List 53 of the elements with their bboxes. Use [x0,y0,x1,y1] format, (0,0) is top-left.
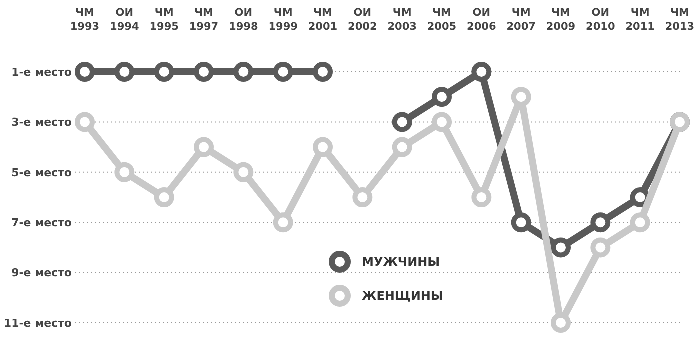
x-tick-label: ЧМ 1993 [70,7,100,33]
y-tick-label: 3-е место [12,116,72,130]
point [194,62,214,82]
point [75,62,95,82]
point [432,87,452,108]
point [630,188,650,208]
point [551,313,571,333]
point [273,62,294,82]
x-tick-label: ЧМ 2001 [308,7,338,33]
x-tick-label: ОИ 1994 [110,7,140,33]
point [511,212,532,233]
point [154,188,174,208]
point [392,137,412,158]
y-tick-label: 1-е место [12,66,72,79]
x-tick-label: ЧМ 2013 [665,7,695,33]
point [114,62,135,82]
y-tick-label: 7-е место [12,216,72,230]
y-tick-label: 11-е место [4,316,72,330]
y-tick-label: 9-е место [12,266,72,280]
point [154,62,174,82]
point [630,212,650,233]
point [313,137,333,158]
point [432,112,452,132]
point [472,188,492,208]
point [234,162,254,182]
point [273,212,294,233]
x-tick-label: ЧМ 2005 [427,7,457,33]
x-tick-label: ЧМ 2009 [546,7,576,33]
point [234,62,254,82]
point [194,137,214,158]
legend-label: ЖЕНЩИНЫ [362,289,444,304]
x-tick-label: ЧМ 2011 [626,7,655,33]
x-tick-label: ОИ 2002 [348,7,378,33]
y-tick-label: 5-е место [12,166,72,180]
legend-label: МУЖЧИНЫ [362,255,440,270]
point [551,238,571,258]
x-tick-label: ОИ 2010 [586,7,616,33]
point [75,112,95,132]
point [472,62,492,82]
x-tick-label: ОИ 1998 [229,7,258,33]
x-tick-label: ЧМ 1995 [150,7,179,33]
point [590,238,611,258]
point [114,162,135,182]
point [590,212,611,233]
point [511,87,532,108]
x-tick-label: ЧМ 2003 [388,7,417,33]
x-tick-label: ЧМ 1997 [189,7,219,33]
x-tick-label: ЧМ 1999 [268,7,298,33]
point [352,188,373,208]
x-tick-label: ОИ 2006 [467,7,496,33]
x-tick-label: ЧМ 2007 [506,7,536,33]
point [392,112,412,132]
point [313,62,333,82]
